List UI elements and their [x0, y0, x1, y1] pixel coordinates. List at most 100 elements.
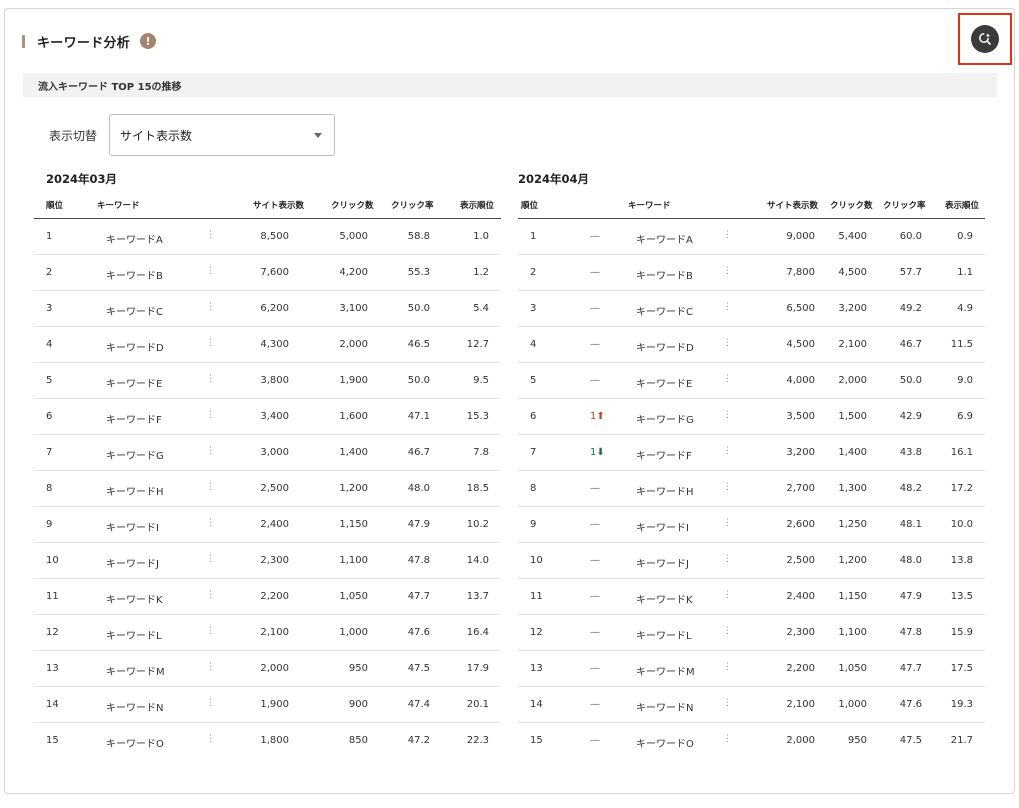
cell-keyword: キーワードG [636, 415, 694, 426]
cell-views: 2,000 [260, 663, 289, 674]
cell-clicks: 900 [348, 699, 368, 710]
row-menu-icon[interactable]: ⋮ [206, 698, 215, 708]
cell-rank: 14 [46, 699, 59, 710]
april-table-header: 順位 キーワード サイト表示数 クリック数 クリック率 表示順位 [518, 195, 985, 219]
row-menu-icon[interactable]: ⋮ [723, 374, 732, 384]
search-refresh-button[interactable] [971, 25, 999, 53]
cell-position: 15.9 [950, 627, 973, 638]
cell-keyword: キーワードN [636, 703, 694, 714]
display-switch: 表示切替 サイト表示数 [49, 114, 335, 156]
cell-rank: 15 [46, 735, 59, 746]
cell-views: 2,200 [260, 591, 289, 602]
col-position: 表示順位 [945, 201, 980, 211]
cell-rank: 6 [530, 411, 537, 422]
row-menu-icon[interactable]: ⋮ [723, 338, 732, 348]
cell-views: 3,000 [260, 447, 289, 458]
row-menu-icon[interactable]: ⋮ [723, 266, 732, 276]
row-menu-icon[interactable]: ⋮ [723, 698, 732, 708]
row-menu-icon[interactable]: ⋮ [723, 662, 732, 672]
cell-rank: 2 [530, 267, 537, 278]
table-row: 10 — キーワードJ ⋮ 2,500 1,200 48.0 13.8 [518, 543, 985, 579]
row-menu-icon[interactable]: ⋮ [206, 626, 215, 636]
table-row: 4 キーワードD ⋮ 4,300 2,000 46.5 12.7 [34, 327, 501, 363]
cell-clicks: 4,200 [339, 267, 368, 278]
row-menu-icon[interactable]: ⋮ [723, 626, 732, 636]
cell-keyword: キーワードJ [636, 559, 689, 570]
table-row: 7 1⬇ キーワードF ⋮ 3,200 1,400 43.8 16.1 [518, 435, 985, 471]
row-menu-icon[interactable]: ⋮ [723, 230, 732, 240]
rank-unchanged-indicator: — [590, 483, 600, 494]
cell-clicks: 950 [847, 735, 867, 746]
rank-unchanged-indicator: — [590, 663, 600, 674]
cell-views: 3,200 [786, 447, 815, 458]
cell-ctr: 48.2 [899, 483, 922, 494]
cell-position: 14.0 [466, 555, 489, 566]
cell-views: 8,500 [260, 231, 289, 242]
cell-keyword: キーワードD [636, 343, 694, 354]
col-keyword: キーワード [97, 201, 140, 211]
cell-views: 4,300 [260, 339, 289, 350]
cell-keyword: キーワードF [636, 451, 692, 462]
cell-keyword: キーワードC [636, 307, 693, 318]
display-switch-select[interactable]: サイト表示数 [109, 114, 335, 156]
panel-header: キーワード分析 ! [22, 31, 157, 51]
table-row: 3 キーワードC ⋮ 6,200 3,100 50.0 5.4 [34, 291, 501, 327]
keyword-analysis-panel: キーワード分析 ! 流入キーワード TOP 15の推移 表示切替 サイト表示数 … [4, 8, 1015, 794]
row-menu-icon[interactable]: ⋮ [206, 374, 215, 384]
cell-rank: 7 [46, 447, 53, 458]
row-menu-icon[interactable]: ⋮ [723, 518, 732, 528]
row-menu-icon[interactable]: ⋮ [206, 518, 215, 528]
cell-keyword: キーワードI [106, 523, 159, 534]
march-title: 2024年03月 [46, 172, 118, 186]
row-menu-icon[interactable]: ⋮ [723, 446, 732, 456]
cell-rank: 9 [46, 519, 53, 530]
cell-views: 2,500 [260, 483, 289, 494]
cell-ctr: 47.9 [407, 519, 430, 530]
cell-keyword: キーワードE [106, 379, 163, 390]
cell-position: 19.3 [950, 699, 973, 710]
table-row: 11 — キーワードK ⋮ 2,400 1,150 47.9 13.5 [518, 579, 985, 615]
cell-keyword: キーワードH [636, 487, 694, 498]
cell-rank: 15 [530, 735, 543, 746]
search-refresh-icon [979, 33, 991, 45]
row-menu-icon[interactable]: ⋮ [206, 446, 215, 456]
row-menu-icon[interactable]: ⋮ [723, 410, 732, 420]
row-menu-icon[interactable]: ⋮ [723, 554, 732, 564]
cell-rank: 10 [46, 555, 59, 566]
row-menu-icon[interactable]: ⋮ [206, 482, 215, 492]
cell-views: 3,500 [786, 411, 815, 422]
cell-keyword: キーワードO [636, 739, 694, 750]
row-menu-icon[interactable]: ⋮ [723, 734, 732, 744]
cell-rank: 12 [46, 627, 59, 638]
table-row: 5 キーワードE ⋮ 3,800 1,900 50.0 9.5 [34, 363, 501, 399]
april-table: 順位 キーワード サイト表示数 クリック数 クリック率 表示順位 1 — キーワード… [518, 195, 985, 759]
row-menu-icon[interactable]: ⋮ [206, 554, 215, 564]
row-menu-icon[interactable]: ⋮ [206, 734, 215, 744]
row-menu-icon[interactable]: ⋮ [206, 590, 215, 600]
rank-unchanged-indicator: — [590, 519, 600, 530]
row-menu-icon[interactable]: ⋮ [723, 590, 732, 600]
row-menu-icon[interactable]: ⋮ [723, 482, 732, 492]
cell-clicks: 5,000 [339, 231, 368, 242]
row-menu-icon[interactable]: ⋮ [206, 338, 215, 348]
row-menu-icon[interactable]: ⋮ [206, 230, 215, 240]
title-accent-bar [22, 34, 25, 48]
cell-ctr: 47.8 [899, 627, 922, 638]
cell-rank: 12 [530, 627, 543, 638]
cell-ctr: 49.2 [899, 303, 922, 314]
row-menu-icon[interactable]: ⋮ [723, 302, 732, 312]
info-icon[interactable]: ! [140, 33, 157, 49]
cell-rank: 13 [46, 663, 59, 674]
row-menu-icon[interactable]: ⋮ [206, 302, 215, 312]
cell-rank: 11 [530, 591, 543, 602]
cell-clicks: 1,500 [838, 411, 867, 422]
row-menu-icon[interactable]: ⋮ [206, 662, 215, 672]
cell-clicks: 2,000 [838, 375, 867, 386]
row-menu-icon[interactable]: ⋮ [206, 266, 215, 276]
cell-keyword: キーワードL [636, 631, 692, 642]
cell-ctr: 47.1 [407, 411, 430, 422]
cell-clicks: 2,000 [339, 339, 368, 350]
row-menu-icon[interactable]: ⋮ [206, 410, 215, 420]
cell-rank: 10 [530, 555, 543, 566]
cell-clicks: 1,050 [838, 663, 867, 674]
